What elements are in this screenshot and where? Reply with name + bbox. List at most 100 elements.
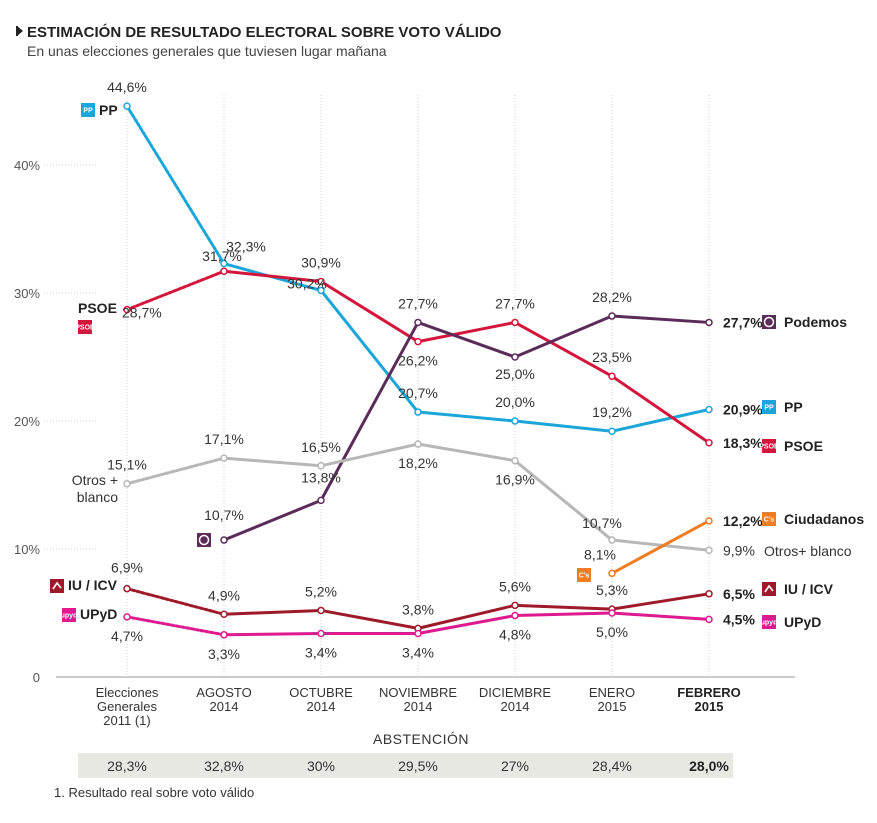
series-segment-upyd bbox=[125, 615, 226, 637]
data-point-pp bbox=[705, 405, 713, 414]
series-lines bbox=[123, 102, 713, 639]
ytick-label: 20% bbox=[14, 414, 40, 429]
data-label-pp: 44,6% bbox=[107, 79, 147, 95]
iu-logo-icon bbox=[50, 579, 64, 593]
series-segment-ciudadanos bbox=[610, 519, 711, 575]
data-point-pp bbox=[608, 427, 616, 435]
series-segment-pp bbox=[610, 407, 711, 433]
data-label-iu-icv: 5,2% bbox=[305, 583, 337, 599]
data-label-upyd: 3,4% bbox=[305, 644, 337, 660]
category-label: FEBRERO bbox=[677, 685, 741, 700]
data-label-psoe: 31,7% bbox=[202, 248, 242, 264]
data-label-upyd: 3,3% bbox=[208, 646, 240, 662]
ciudadanos-logo-icon: C's bbox=[762, 512, 776, 526]
data-label-ciudadanos: 8,1% bbox=[584, 546, 616, 562]
data-point-otros-blanco bbox=[317, 462, 325, 470]
grid bbox=[44, 95, 710, 677]
data-label-otros-blanco: 17,1% bbox=[204, 431, 244, 447]
data-point-pp bbox=[317, 286, 325, 295]
series-segment-podemos bbox=[513, 314, 614, 359]
data-point-otros-blanco bbox=[608, 536, 616, 544]
logo-mark bbox=[52, 581, 62, 590]
data-label-pp: 20,7% bbox=[398, 385, 438, 401]
series-segment-psoe bbox=[222, 269, 323, 283]
legend-label-otros-blanco: Otros+ blanco bbox=[764, 543, 852, 559]
data-label-psoe: 23,5% bbox=[592, 349, 632, 365]
data-labels: 44,6% 32,3% 30,2% 20,7% 20,0% 19,2% 20,9% 28,7%… bbox=[50, 79, 864, 662]
category-label: 2015 bbox=[598, 699, 627, 714]
data-point-podemos bbox=[705, 318, 713, 327]
iu-logo-icon bbox=[762, 582, 776, 596]
data-label-iu-icv: 3,8% bbox=[402, 601, 434, 617]
data-label-otros-blanco: 16,5% bbox=[301, 439, 341, 455]
abstention-band bbox=[78, 753, 733, 778]
footnote: 1. Resultado real sobre voto válido bbox=[54, 785, 254, 800]
logo-text: PP bbox=[764, 405, 774, 412]
data-point-iu-icv bbox=[317, 606, 325, 615]
ciudadanos-logo-icon: C's bbox=[577, 568, 591, 582]
data-label-iu-icv: 5,6% bbox=[499, 578, 531, 594]
data-point-psoe bbox=[414, 337, 422, 346]
data-label-otros-blanco: 9,9% bbox=[723, 542, 755, 558]
logo-ring bbox=[763, 316, 775, 328]
abstention-value: 30% bbox=[307, 758, 335, 774]
series-segment-otros-blanco bbox=[319, 442, 420, 468]
data-point-upyd bbox=[608, 609, 616, 617]
series-segment-upyd bbox=[513, 611, 614, 618]
data-label-psoe: 26,2% bbox=[398, 353, 438, 369]
data-label-iu-icv: 4,9% bbox=[208, 587, 240, 603]
data-label-pp: 30,2% bbox=[287, 275, 327, 291]
category-label: DICIEMBRE bbox=[479, 685, 552, 700]
data-point-iu-icv bbox=[220, 610, 228, 619]
category-label: OCTUBRE bbox=[289, 685, 353, 700]
series-segment-pp bbox=[319, 288, 420, 414]
podemos-logo-icon bbox=[197, 533, 211, 547]
data-label-psoe: 27,7% bbox=[495, 295, 535, 311]
series-podemos bbox=[220, 312, 713, 544]
legend-label-pp: PP bbox=[784, 399, 803, 415]
data-label-otros-blanco: 18,2% bbox=[398, 455, 438, 471]
logo-text: upyd bbox=[61, 613, 78, 620]
data-point-pp bbox=[123, 102, 131, 110]
data-point-psoe bbox=[123, 305, 131, 314]
data-label-pp: 20,9% bbox=[723, 401, 763, 417]
data-point-podemos bbox=[317, 496, 325, 505]
series-segment-otros-blanco bbox=[416, 442, 517, 463]
logo-bg bbox=[577, 568, 591, 582]
series-ciudadanos bbox=[608, 517, 713, 578]
logo-bg bbox=[62, 608, 76, 622]
data-point-otros-blanco bbox=[414, 440, 422, 448]
data-label-podemos: 27,7% bbox=[398, 295, 438, 311]
legend-label-upyd: UPyD bbox=[784, 614, 821, 630]
data-label-podemos: 13,8% bbox=[301, 469, 341, 485]
data-label-pp: 19,2% bbox=[592, 404, 632, 420]
logo-bg bbox=[81, 103, 95, 117]
series-segment-podemos bbox=[222, 498, 323, 542]
data-point-psoe bbox=[220, 267, 228, 275]
legend-label-psoe: PSOE bbox=[784, 438, 823, 454]
start-label-upyd: UPyD bbox=[80, 606, 117, 622]
data-point-podemos bbox=[511, 353, 519, 361]
series-segment-otros-blanco bbox=[610, 538, 711, 552]
data-label-ciudadanos: 12,2% bbox=[723, 513, 763, 529]
data-point-psoe bbox=[511, 318, 519, 327]
category-label: Elecciones bbox=[96, 685, 159, 700]
logo-bg bbox=[78, 320, 92, 334]
logo-mark bbox=[764, 584, 774, 593]
data-point-ciudadanos bbox=[705, 517, 713, 525]
upyd-logo-icon: upyd bbox=[61, 608, 78, 622]
category-label: 2014 bbox=[210, 699, 239, 714]
ytick-label: 10% bbox=[14, 542, 40, 557]
data-point-podemos bbox=[220, 536, 228, 544]
series-segment-podemos bbox=[610, 314, 711, 324]
series-segment-psoe bbox=[125, 269, 226, 312]
series-iu-icv bbox=[123, 584, 713, 633]
podemos-logo-icon bbox=[762, 315, 776, 329]
abstention-value: 32,8% bbox=[204, 758, 244, 774]
data-point-otros-blanco bbox=[511, 456, 519, 465]
data-label-iu-icv: 5,3% bbox=[596, 582, 628, 598]
data-point-upyd bbox=[220, 631, 228, 639]
category-label: 2014 bbox=[501, 699, 530, 714]
title-marker-bar bbox=[16, 26, 18, 36]
